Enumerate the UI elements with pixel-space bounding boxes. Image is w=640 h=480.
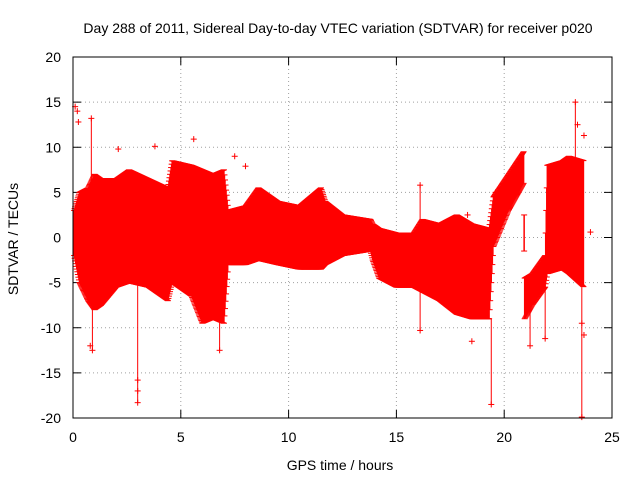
y-tick-label: 5 bbox=[53, 184, 61, 200]
y-tick-label: -10 bbox=[41, 320, 61, 336]
y-tick-label: 0 bbox=[53, 230, 61, 246]
y-tick-label: -15 bbox=[41, 365, 61, 381]
x-tick-label: 5 bbox=[177, 429, 185, 445]
x-axis-label: GPS time / hours bbox=[287, 457, 394, 473]
tick-labels: 0 5 10 15 20 25 -20 -15 -10 -5 0 5 10 15 20 bbox=[41, 49, 620, 445]
plot-area bbox=[71, 99, 594, 421]
chart-title: Day 288 of 2011, Sidereal Day-to-day VTE… bbox=[83, 20, 592, 36]
x-tick-label: 20 bbox=[496, 429, 512, 445]
y-axis-label: SDTVAR / TECUs bbox=[5, 183, 21, 295]
y-tick-label: 15 bbox=[45, 94, 61, 110]
y-tick-label: 10 bbox=[45, 139, 61, 155]
x-tick-label: 25 bbox=[604, 429, 620, 445]
x-tick-label: 0 bbox=[69, 429, 77, 445]
x-tick-label: 10 bbox=[281, 429, 297, 445]
y-tick-label: 20 bbox=[45, 49, 61, 65]
plot-border bbox=[72, 56, 613, 419]
y-tick-label: -20 bbox=[41, 410, 61, 426]
x-tick-label: 15 bbox=[389, 429, 405, 445]
y-tick-label: -5 bbox=[49, 275, 62, 291]
